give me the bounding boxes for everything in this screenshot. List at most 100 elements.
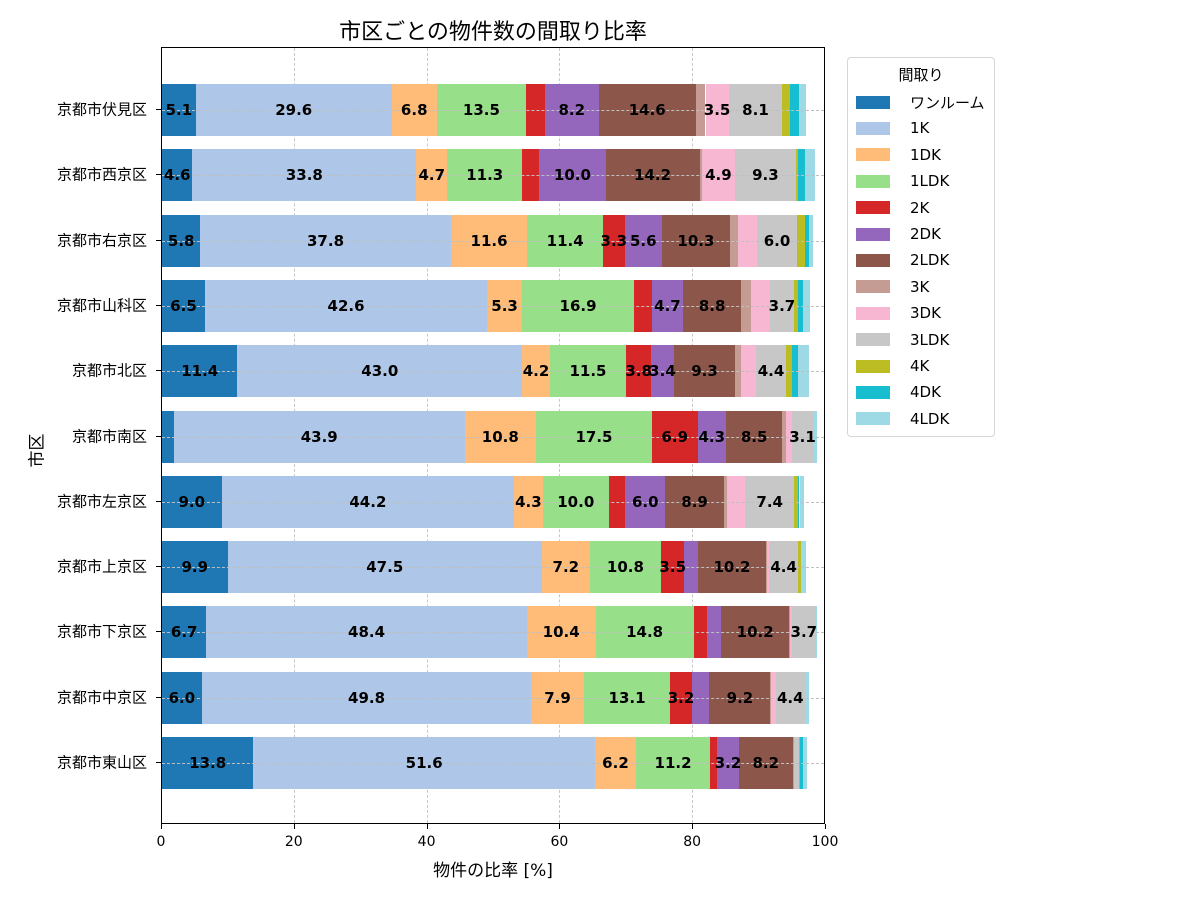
- grid-line-horizontal: [162, 436, 824, 438]
- bar-value-label: 3.5: [703, 101, 731, 119]
- bar-value-label: 3.2: [667, 688, 695, 707]
- bar-value-label: 9.2: [726, 688, 754, 707]
- bar-value-label: 14.8: [626, 623, 664, 642]
- x-tick-mark: [692, 824, 694, 829]
- bar-value-label: 10.8: [481, 427, 519, 446]
- bar-value-label: 37.8: [306, 231, 345, 250]
- bar-value-label: 3.1: [789, 427, 816, 446]
- bar-value-label: 51.6: [405, 754, 443, 772]
- bar-value-label: 11.4: [181, 362, 219, 381]
- bar-value-label: 43.0: [361, 362, 399, 381]
- legend-swatch: [856, 227, 890, 241]
- y-tick-label: 京都市上京区: [56, 557, 147, 576]
- bar-value-label: 8.1: [742, 101, 769, 119]
- legend-swatch: [856, 253, 890, 267]
- bar-value-label: 10.4: [542, 623, 580, 642]
- y-tick-mark: [156, 304, 161, 306]
- y-tick-label: 京都市右京区: [56, 231, 147, 250]
- y-tick-label: 京都市東山区: [56, 753, 147, 772]
- bar-value-label: 14.2: [634, 166, 672, 185]
- legend-item: 3K: [856, 277, 929, 297]
- y-tick-label: 京都市西京区: [56, 165, 147, 184]
- grid-line-horizontal: [162, 175, 824, 177]
- bar-value-label: 5.3: [491, 296, 518, 315]
- grid-line-horizontal: [162, 110, 824, 111]
- x-tick-mark: [161, 824, 162, 829]
- bar-value-label: 9.3: [752, 166, 779, 185]
- grid-line-horizontal: [162, 763, 824, 764]
- bar-value-label: 7.4: [756, 492, 783, 511]
- grid-line-horizontal: [162, 632, 824, 634]
- bar-value-label: 3.7: [768, 296, 796, 315]
- bar-value-label: 4.3: [515, 492, 542, 511]
- bar-value-label: 4.7: [654, 296, 681, 315]
- bar-value-label: 6.0: [168, 688, 196, 707]
- legend-item: 2DK: [856, 224, 941, 244]
- bar-value-label: 3.7: [790, 623, 818, 642]
- bar-value-label: 6.7: [170, 623, 198, 642]
- y-tick-label: 京都市伏見区: [56, 100, 147, 119]
- y-tick-label: 京都市南区: [71, 427, 147, 445]
- y-tick-label: 京都市左京区: [56, 492, 147, 511]
- y-tick-mark: [156, 762, 161, 763]
- bar-value-label: 4.3: [698, 427, 726, 446]
- legend-label: 2DK: [910, 225, 941, 243]
- bar-value-label: 4.9: [705, 166, 732, 185]
- grid-line-horizontal: [162, 371, 824, 373]
- y-tick-mark: [156, 239, 161, 241]
- legend-swatch: [856, 148, 890, 162]
- plot-area: 5.1 29.6 6.8 13.5 8.2 14.6 3.5 8.1 4.6 33.8 4.7 11.…: [161, 47, 825, 824]
- bar-value-label: 42.6: [327, 296, 365, 315]
- legend-swatch: [856, 359, 890, 373]
- bar-value-label: 4.6: [163, 166, 191, 185]
- bar-value-label: 11.6: [470, 231, 508, 250]
- bar-value-label: 10.2: [713, 558, 751, 577]
- legend-label: 4LDK: [910, 409, 950, 428]
- chart-title: 市区ごとの物件数の間取り比率: [339, 20, 647, 45]
- y-tick-mark: [156, 696, 161, 698]
- bar-value-label: 44.2: [349, 492, 387, 511]
- bar-value-label: 13.8: [189, 754, 227, 772]
- legend-item: 2K: [856, 198, 929, 218]
- legend-item: 1LDK: [856, 171, 949, 191]
- bar-value-label: 49.8: [348, 688, 386, 707]
- grid-line-horizontal: [162, 240, 824, 242]
- bar-value-label: 9.3: [691, 362, 718, 381]
- bar-value-label: 6.5: [170, 296, 197, 315]
- y-tick-mark: [156, 174, 161, 176]
- bar-value-label: 9.9: [181, 558, 209, 577]
- y-tick-label: 京都市中京区: [56, 688, 147, 707]
- legend-label: 4K: [910, 357, 930, 375]
- legend-label: 3K: [910, 277, 930, 296]
- legend-label: 3DK: [910, 304, 941, 323]
- legend-swatch: [856, 280, 890, 294]
- legend-swatch: [856, 174, 890, 188]
- x-tick-mark: [559, 824, 561, 829]
- bar-value-label: 43.9: [300, 427, 338, 446]
- y-axis-label: 市区: [27, 433, 48, 468]
- legend-item: 4LDK: [856, 409, 949, 429]
- bar-value-label: 10.2: [736, 623, 774, 642]
- x-tick-label: 20: [284, 834, 303, 850]
- bar-value-label: 7.9: [544, 688, 571, 707]
- bar-value-label: 6.8: [400, 101, 428, 119]
- legend-swatch: [856, 201, 890, 215]
- legend-label: 2K: [910, 198, 930, 217]
- bar-value-label: 3.5: [659, 558, 687, 577]
- x-tick-label: 40: [417, 834, 436, 850]
- y-tick-label: 京都市北区: [71, 361, 147, 380]
- bar-value-label: 4.4: [770, 558, 797, 577]
- bar-value-label: 5.6: [629, 231, 657, 250]
- bar-value-label: 14.6: [628, 101, 666, 119]
- legend-item: 4K: [856, 356, 929, 376]
- bar-value-label: 4.4: [757, 362, 785, 381]
- grid-line-horizontal: [162, 697, 824, 699]
- bar-value-label: 8.8: [698, 296, 726, 315]
- bar-value-label: 7.2: [552, 558, 580, 577]
- legend-swatch: [856, 95, 890, 109]
- bar-value-label: 47.5: [366, 558, 404, 577]
- legend-label: 1LDK: [910, 172, 950, 191]
- x-axis-label: 物件の比率 [%]: [433, 861, 553, 881]
- legend-label: ワンルーム: [910, 93, 985, 112]
- y-tick-label: 京都市下京区: [56, 622, 147, 641]
